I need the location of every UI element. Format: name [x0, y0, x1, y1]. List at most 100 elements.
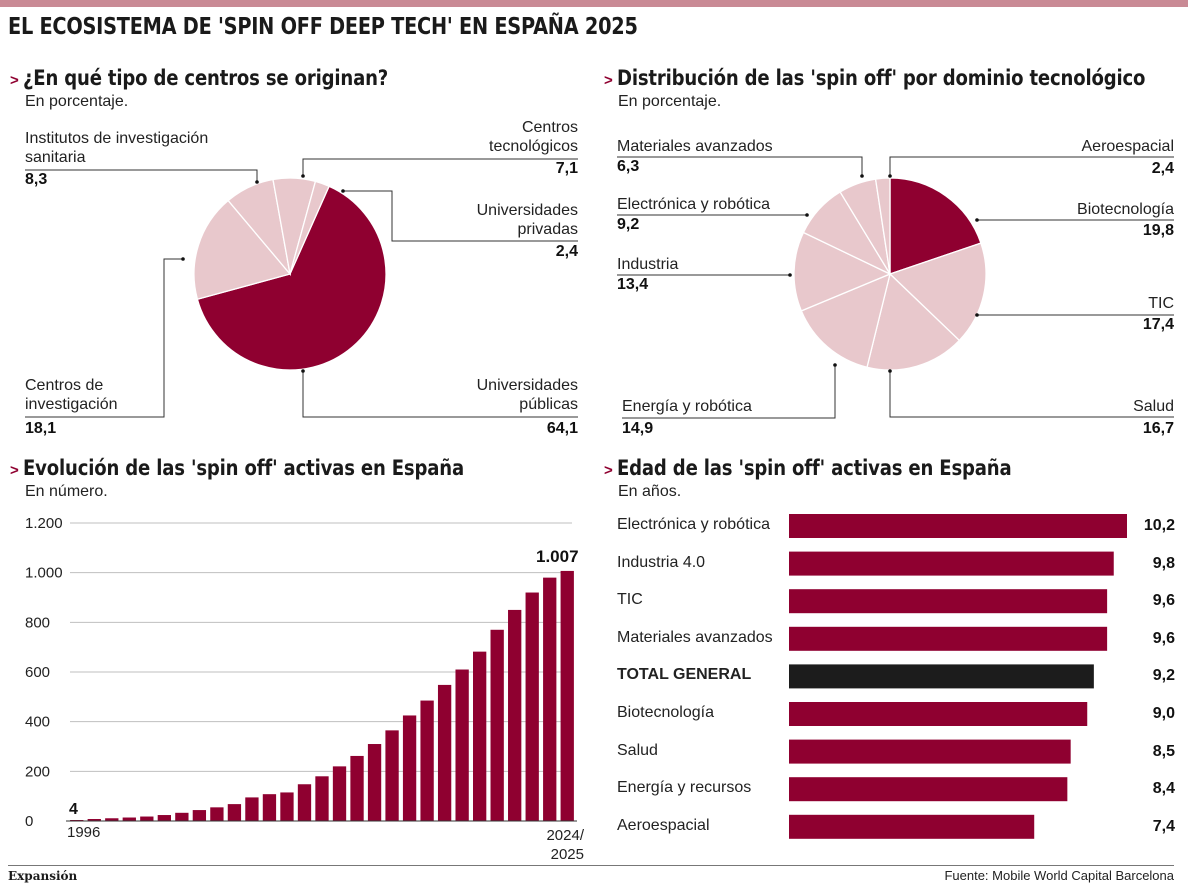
timeline-bar-2005 [227, 804, 242, 821]
age-bar-total-general [789, 664, 1094, 689]
age-value-biotecnologia: 9,0 [1152, 705, 1175, 722]
timeline-ytick-200: 200 [25, 763, 50, 780]
pie2-value-tic: 17,4 [1142, 316, 1174, 333]
chevron-right-icon: > [10, 462, 19, 479]
pie2-label-salud: Salud [1133, 398, 1174, 415]
timeline-bar-2012 [350, 755, 364, 821]
age-subtitle: En años. [618, 483, 682, 500]
pie2-value-electronica: 9,2 [617, 216, 640, 233]
pie2-leader-dot-materiales [860, 174, 864, 178]
age-title: Edad de las 'spin off' activas en España [616, 456, 1012, 480]
pie2-label-energia: Energía y robótica [622, 398, 752, 415]
pie1-slice-universidades-privadas [289, 180, 330, 275]
age-value-energia-y-recursos: 8,4 [1152, 780, 1175, 798]
timeline-bar-2015 [402, 715, 417, 821]
age-value-salud: 8,5 [1152, 742, 1175, 760]
age-value-total-general: 9,2 [1152, 667, 1175, 685]
age-value-industria-4-0: 9,8 [1152, 554, 1175, 572]
pie2-slice-energia-y-robotica [800, 272, 891, 368]
pie2-slice-industria [793, 231, 892, 312]
timeline-bar-2014 [385, 730, 399, 821]
pie2-slice-tic [888, 242, 987, 342]
timeline-bar-2000 [140, 816, 154, 821]
timeline-bar-2020 [490, 629, 504, 821]
pie1-heading: > ¿En qué tipo de centros se originan? [10, 66, 447, 90]
timeline-first-value: 4 [69, 801, 78, 818]
pie1-leader-institutos [25, 169, 258, 182]
pie2-value-materiales: 6,3 [617, 158, 640, 175]
pie2-value-biotecnologia: 19,8 [1142, 222, 1174, 239]
pie2-leader-aeroespacial [889, 156, 1174, 176]
age-bar-industria-4-0 [789, 551, 1114, 576]
pie1-slice-centros-de-investigacion [193, 199, 292, 301]
timeline-bar-1999 [122, 817, 136, 821]
timeline-bar-2013 [367, 744, 382, 821]
pie2-leader-dot-energia [833, 363, 837, 367]
timeline-ytick-400: 400 [25, 714, 50, 731]
pie1-label-institutos: Institutos de investigación sanitaria [25, 130, 209, 166]
pie1-title: ¿En qué tipo de centros se originan? [22, 66, 388, 90]
age-category-biotecnologia: Biotecnología [617, 704, 714, 721]
timeline-bar-2006 [245, 797, 259, 821]
timeline-bar-2003 [192, 810, 207, 821]
age-bar-biotecnologia [789, 702, 1088, 726]
age-value-electronica-y-robotica: 10,2 [1143, 517, 1175, 534]
pie1-leader-centros-tecnologicos [302, 158, 578, 176]
pie1-label-universidades-privadas: Universidades privadas [476, 202, 578, 238]
pie2-value-aeroespacial: 2,4 [1151, 160, 1174, 177]
pie1-leader-centros-investigacion [25, 258, 183, 418]
age-category-aeroespacial: Aeroespacial [617, 816, 710, 834]
pie2-slice-biotecnologia [889, 177, 982, 275]
timeline-last-year: 2024/2025 [546, 827, 584, 863]
timeline-bar-2002 [175, 812, 189, 821]
age-bar-electronica-y-robotica [789, 514, 1127, 538]
pie2-title: Distribución de las 'spin off' por domin… [616, 66, 1146, 90]
timeline-bar-2022 [525, 592, 539, 821]
pie1-leader-dot-centros-investigacion [181, 257, 185, 261]
pie2-leader-dot-biotecnologia [975, 218, 979, 222]
age-category-industria-4-0: Industria 4.0 [617, 553, 706, 571]
pie2-leader-dot-tic [975, 313, 979, 317]
timeline-bar-2007 [262, 794, 277, 821]
chevron-right-icon: > [604, 462, 613, 479]
timeline-bar-1998 [105, 818, 119, 821]
age-value-materiales-avanzados: 9,6 [1152, 629, 1175, 647]
pie2-value-energia: 14,9 [622, 420, 654, 437]
pie2-label-aeroespacial: Aeroespacial [1081, 138, 1175, 155]
age-bar-energia-y-recursos [789, 777, 1068, 802]
infographic-title: EL ECOSISTEMA DE 'SPIN OFF DEEP TECH' EN… [8, 14, 638, 40]
pie2-value-salud: 16,7 [1142, 420, 1174, 437]
age-bar-salud [789, 739, 1071, 764]
pie1-value-centros-tecnologicos: 7,1 [555, 160, 578, 177]
pie2-leader-salud [889, 371, 1174, 418]
pie1-value-universidades-publicas: 64,1 [546, 420, 578, 437]
brand-logo: Expansión [8, 869, 78, 883]
age-category-energia-y-recursos: Energía y recursos [617, 779, 752, 797]
pie1-label-centros-investigacion: Centros de investigación [25, 377, 118, 413]
timeline-bar-2018 [455, 669, 469, 821]
timeline-bar-2021 [508, 609, 522, 821]
age-category-salud: Salud [617, 741, 658, 759]
pie1-leader-dot-centros-tecnologicos [301, 174, 305, 178]
timeline-ytick-600: 600 [25, 664, 50, 681]
source-note: Fuente: Mobile World Capital Barcelona [944, 868, 1174, 883]
pie2-leader-dot-industria [788, 273, 792, 277]
pie1-leader-dot-universidades-privadas [341, 189, 345, 193]
pie1-leader-universidades-publicas [302, 371, 578, 418]
timeline-last-value: 1.007 [536, 547, 579, 566]
timeline-bar-2009 [297, 784, 312, 821]
timeline-title: Evolución de las 'spin off' activas en E… [22, 456, 464, 480]
pie1-value-universidades-privadas: 2,4 [555, 243, 578, 260]
pie2-leader-dot-aeroespacial [888, 174, 892, 178]
age-category-tic: TIC [617, 591, 643, 609]
age-bar-tic [789, 589, 1108, 614]
pie2-value-industria: 13,4 [617, 276, 649, 293]
age-category-electronica-y-robotica: Electrónica y robótica [617, 516, 770, 533]
timeline-bar-2004 [210, 807, 224, 821]
pie2-leader-dot-electronica [805, 213, 809, 217]
pie1-label-universidades-publicas: Universidades públicas [476, 377, 578, 413]
pie2-leader-energia [622, 365, 836, 419]
pie2-label-industria: Industria [617, 256, 679, 273]
pie2-leader-materiales [617, 156, 863, 176]
